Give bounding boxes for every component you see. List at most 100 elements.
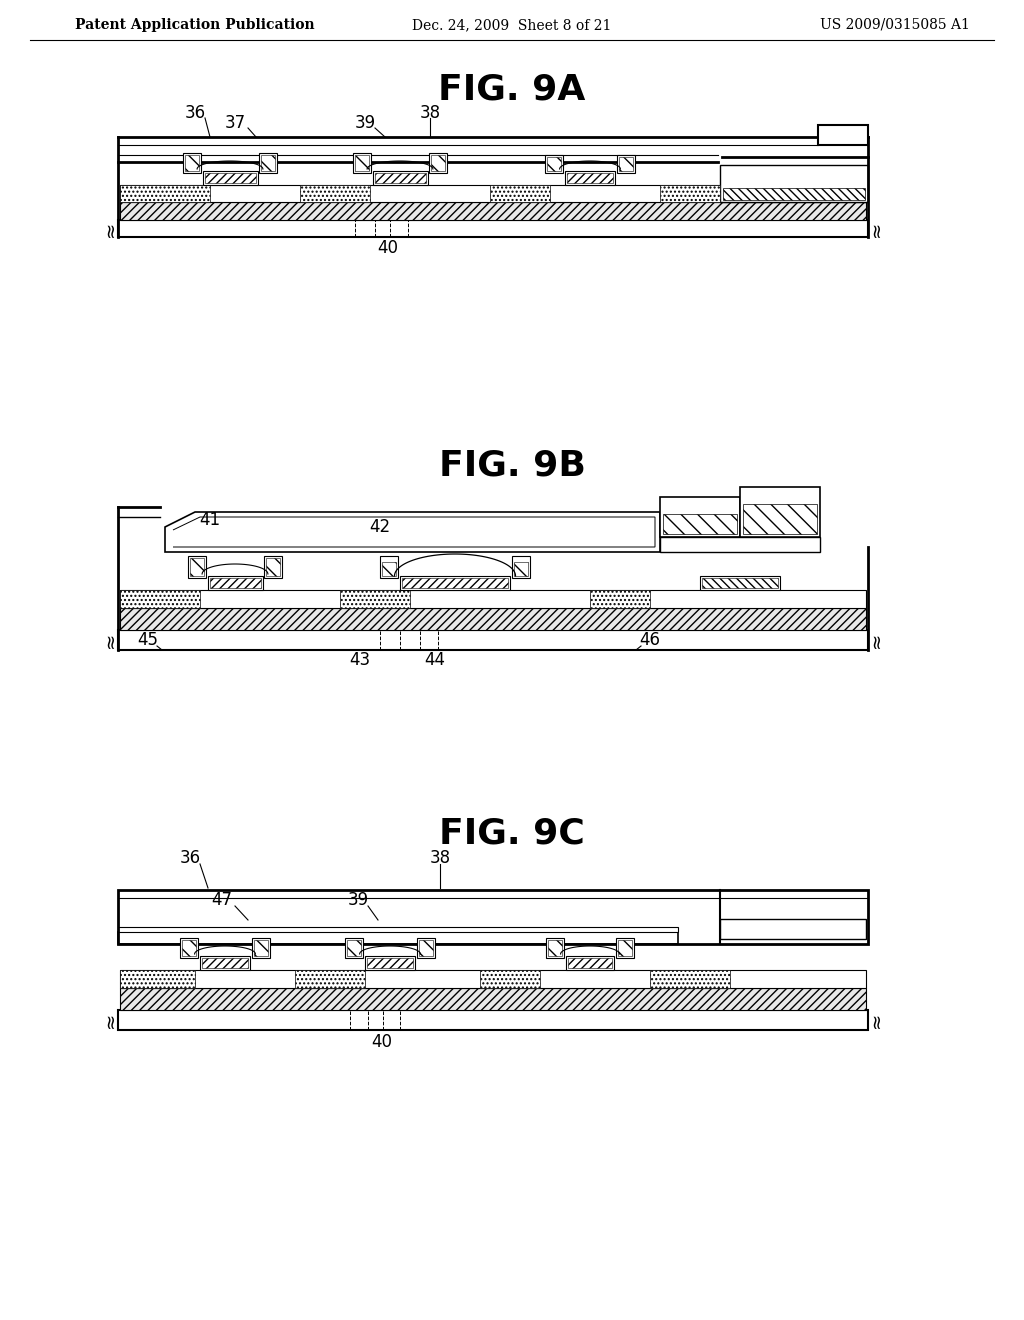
Bar <box>120 185 866 202</box>
Bar <box>205 173 256 183</box>
Bar <box>367 958 413 968</box>
Bar <box>663 513 737 535</box>
Text: 36: 36 <box>179 849 201 867</box>
Bar <box>565 172 615 185</box>
Text: 41: 41 <box>200 511 220 529</box>
Bar <box>547 157 561 172</box>
Text: ≈: ≈ <box>100 220 120 238</box>
Text: ≈: ≈ <box>866 632 886 648</box>
Text: 44: 44 <box>425 651 445 669</box>
Text: US 2009/0315085 A1: US 2009/0315085 A1 <box>820 18 970 32</box>
Bar <box>720 165 868 202</box>
Bar <box>590 590 650 609</box>
Text: 39: 39 <box>354 114 376 132</box>
Bar <box>118 927 678 932</box>
Bar <box>254 940 268 956</box>
Bar <box>345 939 362 958</box>
Bar <box>373 172 428 185</box>
Bar <box>431 154 445 172</box>
Bar <box>190 558 204 576</box>
Bar <box>120 609 866 630</box>
Bar <box>375 173 426 183</box>
Bar <box>118 220 868 238</box>
Bar <box>617 154 635 173</box>
Bar <box>118 630 868 649</box>
Bar <box>118 1010 868 1030</box>
Bar <box>266 558 280 576</box>
Bar <box>261 154 275 172</box>
Text: FIG. 9B: FIG. 9B <box>438 447 586 482</box>
Bar <box>210 578 261 587</box>
Bar <box>252 939 270 958</box>
Bar <box>616 939 634 958</box>
Text: ≈: ≈ <box>866 1012 886 1028</box>
Bar <box>208 576 263 590</box>
Text: Patent Application Publication: Patent Application Publication <box>75 18 314 32</box>
Bar <box>723 187 865 201</box>
Bar <box>120 987 866 1010</box>
Bar <box>818 125 868 145</box>
Text: ≈: ≈ <box>866 220 886 238</box>
Bar <box>120 970 866 987</box>
Bar <box>118 890 868 944</box>
Bar <box>183 153 201 173</box>
Bar <box>419 940 433 956</box>
Bar <box>490 185 550 202</box>
Bar <box>120 970 195 987</box>
Bar <box>120 590 200 609</box>
Bar <box>295 970 365 987</box>
Polygon shape <box>165 512 660 552</box>
Bar <box>202 958 248 968</box>
Bar <box>743 504 817 535</box>
Text: 45: 45 <box>137 631 159 649</box>
Bar <box>740 487 820 537</box>
Bar <box>120 590 866 609</box>
Text: 42: 42 <box>370 517 390 536</box>
Bar <box>120 185 210 202</box>
Bar <box>618 940 632 956</box>
Bar <box>650 970 730 987</box>
Bar <box>382 562 396 576</box>
Text: 36: 36 <box>184 104 206 121</box>
Text: ≈: ≈ <box>100 632 120 648</box>
Text: 40: 40 <box>372 1034 392 1051</box>
Bar <box>182 940 196 956</box>
Bar <box>548 940 562 956</box>
Bar <box>417 939 435 958</box>
Text: 40: 40 <box>378 239 398 257</box>
Bar <box>188 556 206 578</box>
Text: ≈: ≈ <box>100 1012 120 1028</box>
Bar <box>512 556 530 578</box>
Bar <box>700 576 780 590</box>
Bar <box>355 154 369 172</box>
Bar <box>545 154 563 173</box>
Bar <box>264 556 282 578</box>
Text: FIG. 9A: FIG. 9A <box>438 73 586 107</box>
Text: 43: 43 <box>349 651 371 669</box>
Bar <box>660 498 740 537</box>
Bar <box>568 958 612 968</box>
Bar <box>203 172 258 185</box>
Bar <box>514 562 528 576</box>
Bar <box>347 940 361 956</box>
Bar <box>353 153 371 173</box>
Text: 38: 38 <box>420 104 440 121</box>
Bar <box>618 157 633 172</box>
Bar <box>300 185 370 202</box>
Bar <box>702 578 778 587</box>
Bar <box>429 153 447 173</box>
Bar <box>118 932 678 944</box>
Bar <box>660 537 820 552</box>
Text: 39: 39 <box>347 891 369 909</box>
Text: 38: 38 <box>429 849 451 867</box>
Text: 37: 37 <box>224 114 246 132</box>
Bar <box>340 590 410 609</box>
Bar <box>259 153 278 173</box>
Bar <box>400 576 510 590</box>
Bar <box>180 939 198 958</box>
Bar <box>120 202 866 220</box>
Bar <box>546 939 564 958</box>
Bar <box>402 578 508 587</box>
Bar <box>480 970 540 987</box>
Bar <box>185 154 199 172</box>
